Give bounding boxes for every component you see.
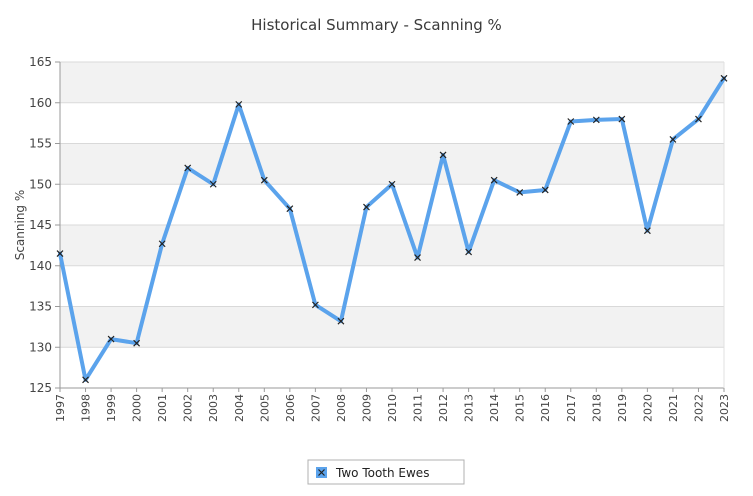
x-tick-label: 1998 <box>80 394 93 422</box>
data-point <box>388 180 396 188</box>
grid-band <box>60 102 724 144</box>
x-tick-label: 2013 <box>463 394 476 422</box>
data-point <box>184 164 192 172</box>
y-tick-label: 160 <box>29 96 52 110</box>
data-point <box>107 335 115 343</box>
data-point <box>720 74 728 82</box>
y-tick-label: 165 <box>29 55 52 69</box>
chart-title: Historical Summary - Scanning % <box>251 16 502 34</box>
x-tick-label: 2018 <box>590 394 603 422</box>
x-tick-label: 2014 <box>488 394 501 422</box>
x-tick-label: 2003 <box>207 394 220 422</box>
y-tick-label: 155 <box>29 137 52 151</box>
x-tick-label: 1999 <box>105 394 118 422</box>
x-tick-label: 2001 <box>156 394 169 422</box>
y-tick-label: 130 <box>29 340 52 354</box>
grid-band <box>60 225 724 266</box>
data-point <box>286 205 294 213</box>
y-tick-label: 135 <box>29 300 52 314</box>
grid-band <box>60 143 724 185</box>
y-tick-label: 140 <box>29 259 52 273</box>
x-tick-label: 2012 <box>437 394 450 422</box>
x-tick-label: 2019 <box>616 394 629 422</box>
x-tick-label: 2004 <box>233 394 246 422</box>
data-point <box>133 339 141 347</box>
data-point <box>695 115 702 123</box>
data-point <box>209 180 217 188</box>
x-tick-label: 1997 <box>54 394 67 422</box>
grid-band <box>60 347 724 388</box>
data-point <box>56 250 64 257</box>
y-tick-label: 145 <box>29 218 52 232</box>
x-tick-label: 2023 <box>718 394 731 422</box>
x-tick-label: 2005 <box>258 394 271 422</box>
data-point <box>82 376 89 384</box>
x-tick-label: 2002 <box>182 394 195 422</box>
x-tick-label: 2015 <box>514 394 527 422</box>
data-point <box>439 151 447 159</box>
grid-band <box>60 306 724 348</box>
x-tick-label: 2006 <box>284 394 297 422</box>
x-tick-label: 2016 <box>539 394 552 422</box>
data-point <box>465 248 473 256</box>
data-point <box>490 176 498 184</box>
data-point <box>235 100 243 108</box>
data-point <box>311 301 319 309</box>
data-point <box>516 188 524 196</box>
x-tick-label: 2010 <box>386 394 399 422</box>
y-tick-label: 125 <box>29 381 52 395</box>
grid-band <box>60 62 724 103</box>
data-point <box>414 254 421 262</box>
legend-box <box>307 459 465 485</box>
x-tick-label: 2009 <box>360 394 373 422</box>
x-tick-label: 2017 <box>565 394 578 422</box>
grid-band <box>60 265 724 307</box>
x-tick-label: 2022 <box>692 394 705 422</box>
y-axis-label: Scanning % <box>13 190 27 261</box>
grid-band <box>60 184 724 225</box>
data-point <box>567 118 575 125</box>
x-tick-label: 2007 <box>309 394 322 422</box>
x-tick-label: 2011 <box>412 394 425 422</box>
data-point <box>643 227 651 235</box>
data-point <box>158 240 166 248</box>
x-tick-label: 2021 <box>667 394 680 422</box>
y-tick-label: 150 <box>29 177 52 191</box>
data-point <box>592 116 600 124</box>
x-tick-label: 2000 <box>131 394 144 422</box>
data-point <box>260 176 268 184</box>
x-tick-label: 2008 <box>335 394 348 422</box>
data-point <box>618 115 626 123</box>
data-point <box>541 186 549 194</box>
data-point <box>363 203 370 211</box>
x-tick-label: 2020 <box>641 394 654 422</box>
data-point <box>669 136 677 143</box>
legend-label: Two Tooth Ewes <box>335 466 429 480</box>
data-point <box>337 317 345 325</box>
legend-marker-stroke <box>318 469 325 476</box>
